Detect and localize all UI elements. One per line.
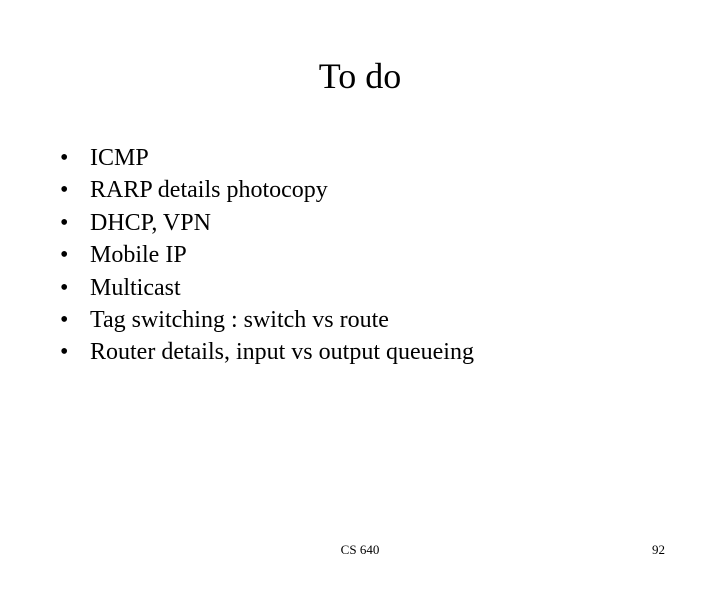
list-item: Router details, input vs output queueing [60, 336, 720, 368]
list-item: RARP details photocopy [60, 174, 720, 206]
list-item: Multicast [60, 272, 720, 304]
list-item: ICMP [60, 142, 720, 174]
list-item: Tag switching : switch vs route [60, 304, 720, 336]
footer-course-label: CS 640 [341, 542, 380, 558]
list-item: DHCP, VPN [60, 207, 720, 239]
list-item: Mobile IP [60, 239, 720, 271]
page-number: 92 [652, 542, 665, 558]
slide-title: To do [0, 55, 720, 97]
bullet-list: ICMP RARP details photocopy DHCP, VPN Mo… [60, 142, 720, 369]
